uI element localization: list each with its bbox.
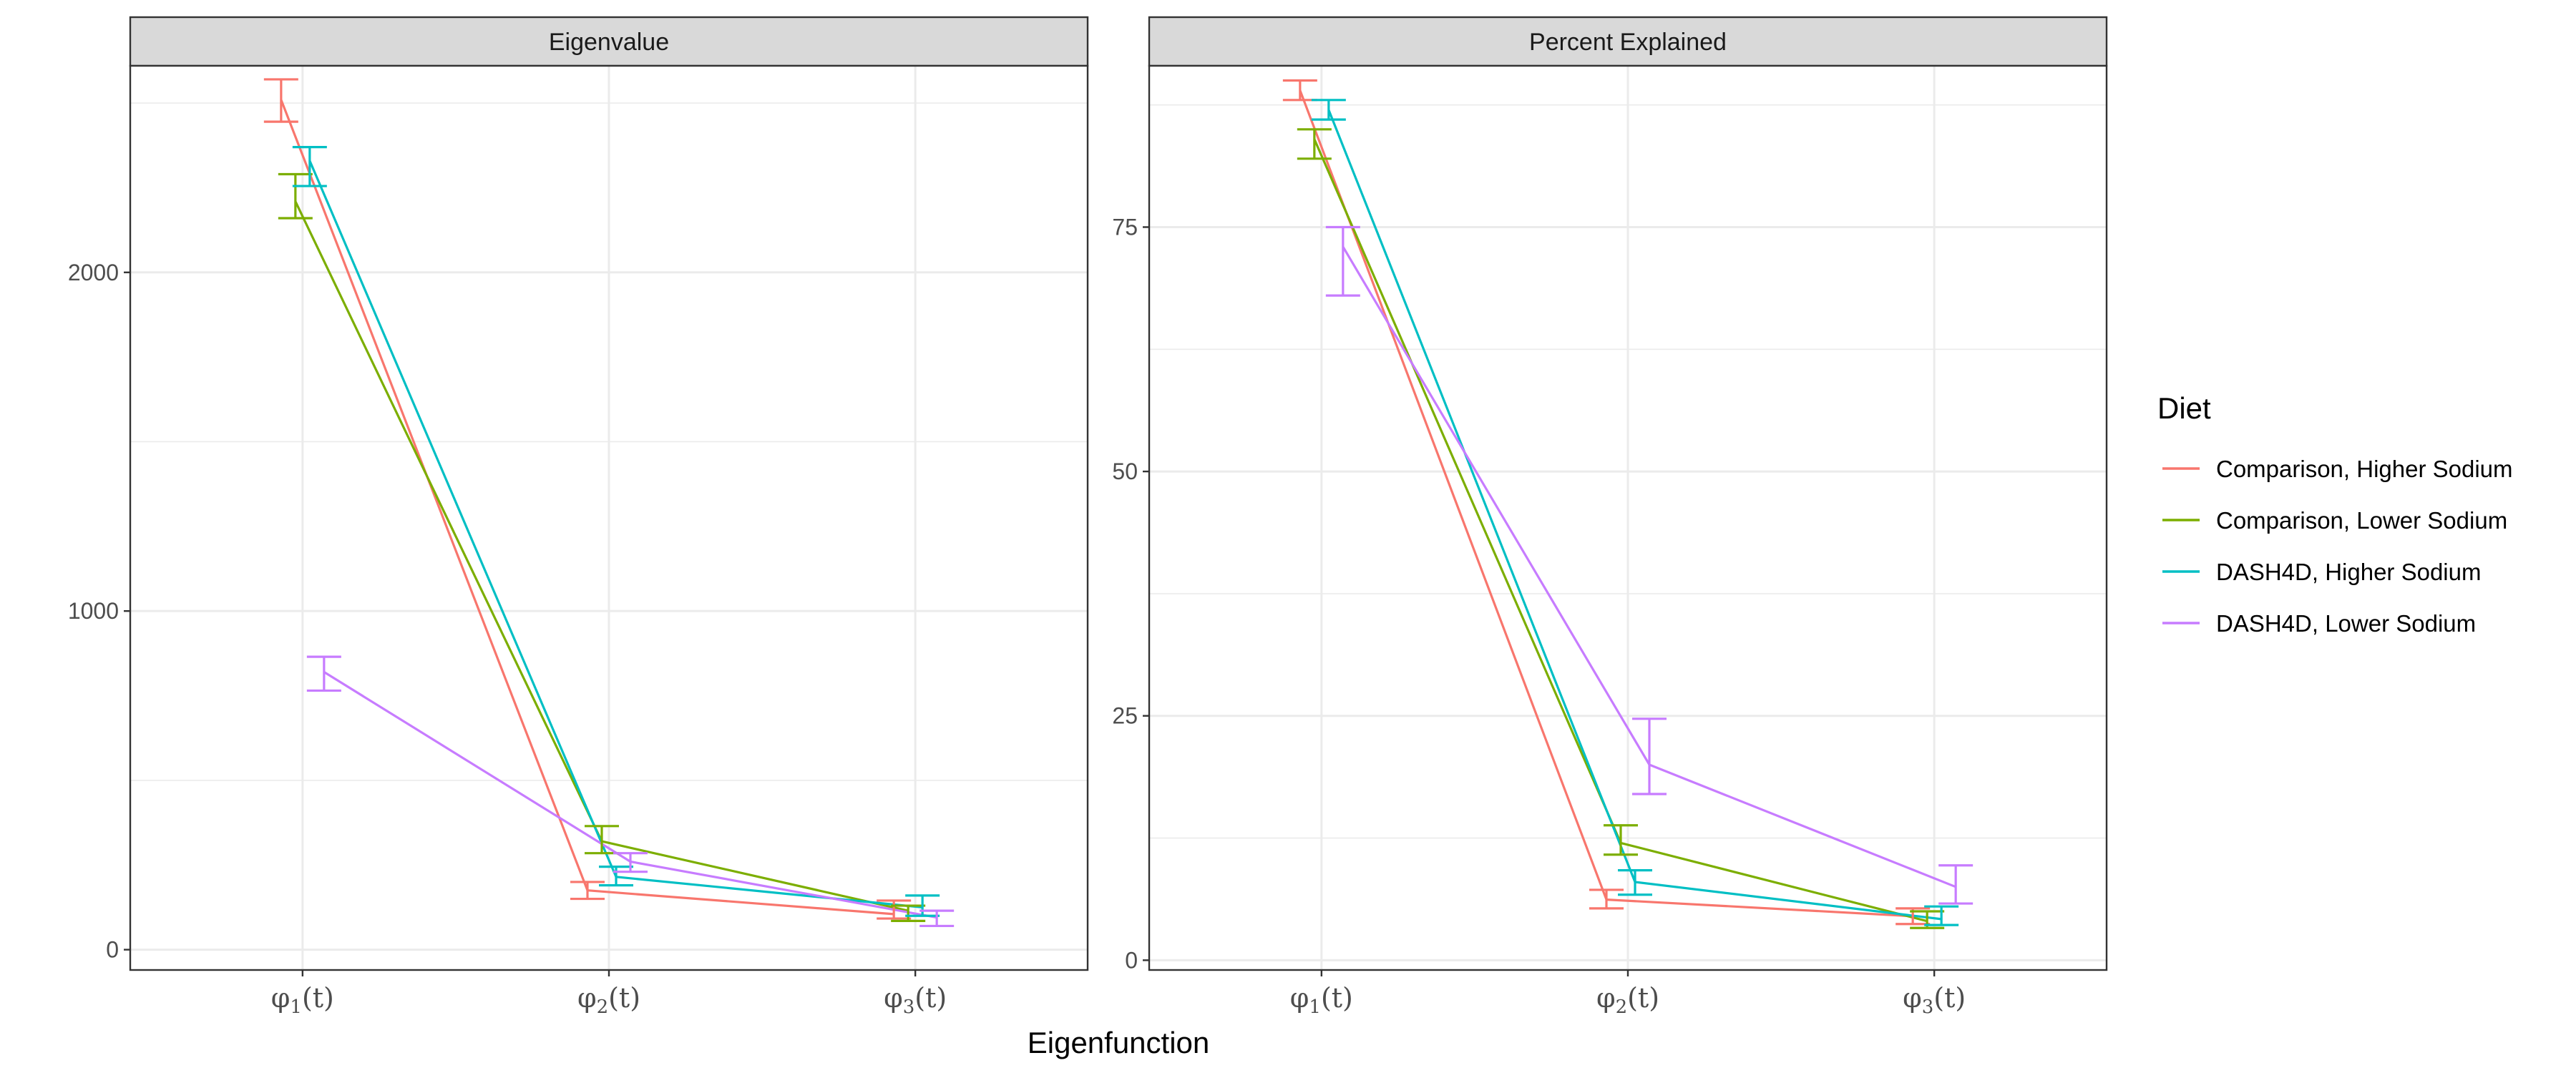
y-tick-label: 0 (106, 937, 119, 963)
x-tick-label: φ2(t) (1596, 982, 1659, 1018)
error-bar (1618, 869, 1652, 896)
error-bar (1938, 864, 1974, 905)
x-axis-title: Eigenfunction (1028, 1026, 1210, 1059)
panel-title: Eigenvalue (549, 29, 669, 56)
error-bar (1589, 888, 1624, 910)
error-bar (891, 904, 926, 922)
panel-strip (1148, 16, 2108, 67)
panel-eigenvalue: Eigenvalue φ1(t) φ2(t) φ3(t) 0 1000 2000 (68, 16, 1089, 1018)
error-bar (1325, 225, 1360, 297)
x-tick-label: φ3(t) (884, 982, 947, 1018)
legend-label: DASH4D, Higher Sodium (2216, 559, 2481, 585)
y-tick-label: 1000 (68, 598, 119, 624)
legend-title: Diet (2157, 391, 2211, 425)
grid-lines (1149, 66, 2107, 970)
legend-item: DASH4D, Higher Sodium (2162, 559, 2481, 585)
error-bar (599, 866, 633, 887)
y-tick-label: 25 (1112, 703, 1138, 729)
x-tick-label: φ3(t) (1903, 982, 1966, 1018)
y-tick-label: 0 (1125, 947, 1138, 973)
error-bar (570, 881, 605, 901)
legend-label: Comparison, Lower Sodium (2216, 507, 2507, 534)
x-tick-labels: φ1(t) φ2(t) φ3(t) (1290, 970, 1966, 1018)
error-bar (1924, 905, 1959, 926)
x-tick-labels: φ1(t) φ2(t) φ3(t) (271, 970, 947, 1018)
legend: Diet Comparison, Higher SodiumComparison… (2157, 391, 2513, 637)
error-bar (263, 78, 298, 123)
error-bar (306, 655, 341, 692)
panel-strip (129, 16, 1089, 67)
error-bar (905, 894, 940, 917)
legend-item: Comparison, Lower Sodium (2162, 507, 2507, 534)
error-bar (1311, 99, 1346, 121)
legend-item: Comparison, Higher Sodium (2162, 456, 2513, 482)
x-tick-label: φ2(t) (577, 982, 640, 1018)
legend-item: DASH4D, Lower Sodium (2162, 610, 2476, 637)
error-bar (1632, 717, 1667, 795)
x-tick-label: φ1(t) (271, 982, 334, 1018)
panel-border (129, 64, 1089, 971)
series-layer (263, 78, 955, 928)
error-bar (1604, 824, 1638, 856)
error-bar (877, 899, 912, 920)
legend-label: Comparison, Higher Sodium (2216, 456, 2513, 482)
y-tick-labels: 0 25 50 75 (1112, 214, 1149, 973)
panel-border (1148, 64, 2108, 971)
y-tick-label: 75 (1112, 214, 1138, 240)
legend-label: DASH4D, Lower Sodium (2216, 610, 2476, 637)
y-tick-labels: 0 1000 2000 (68, 260, 130, 963)
series-layer (1282, 79, 1974, 929)
error-bar (1297, 128, 1332, 160)
error-bar (919, 909, 955, 928)
error-bar (278, 172, 313, 220)
legend-entries: Comparison, Higher Sodium Comparison, Low… (2162, 456, 2513, 637)
x-tick-label: φ1(t) (1290, 982, 1353, 1018)
panel-title: Percent Explained (1529, 29, 1727, 56)
y-tick-label: 2000 (68, 260, 119, 285)
error-bar (613, 852, 648, 873)
y-tick-label: 50 (1112, 459, 1138, 484)
panel-percent-explained: Percent Explained φ1(t) φ2(t) φ3(t) 0 25 50 7… (1112, 16, 2108, 1018)
error-bar (292, 146, 327, 187)
